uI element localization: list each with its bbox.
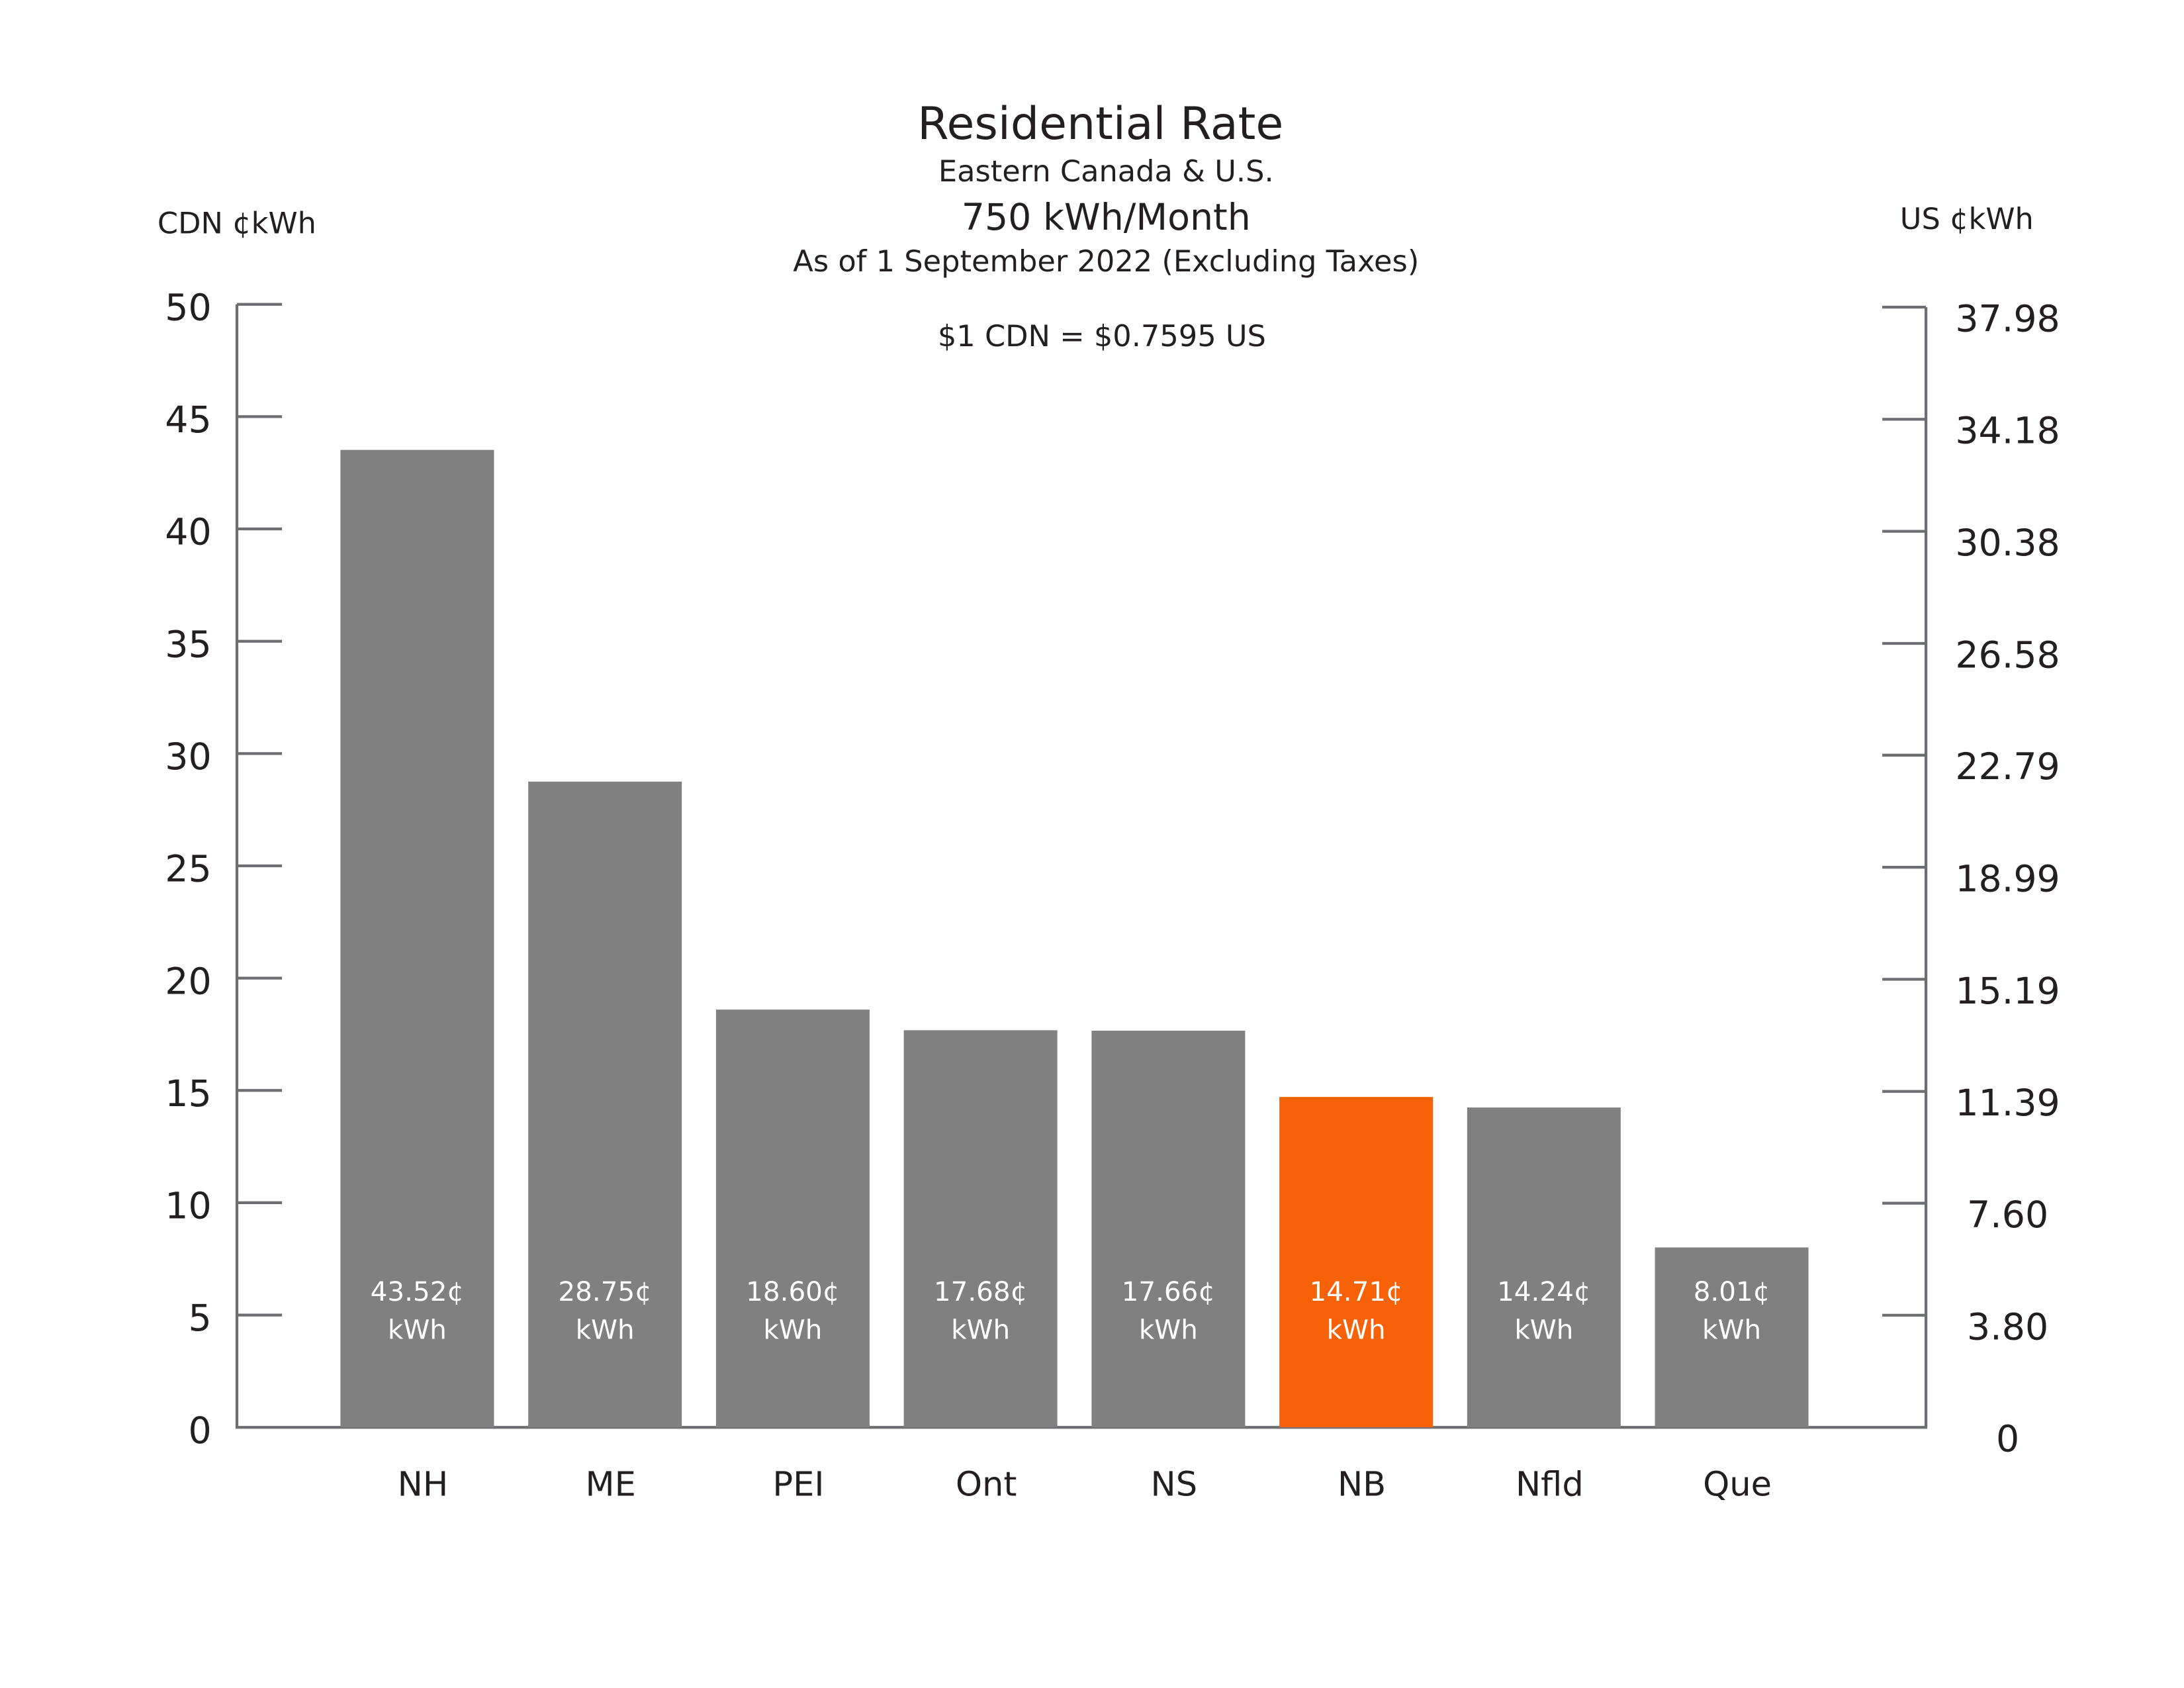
chart-subtitle: 750 kWh/Month [962,197,1251,239]
bar [715,1009,870,1428]
bar [1279,1097,1433,1428]
x-tick-label: PEI [772,1466,824,1505]
y-tick-label: 20 [165,961,211,1003]
x-tick-label: NB [1338,1466,1386,1505]
x-tick-label: ME [586,1466,636,1505]
y-tick-label: 5 [188,1297,211,1340]
y2-tick-label: 26.58 [1955,634,2060,677]
y-tick-label: 50 [165,287,211,329]
y-tick-label: 45 [165,399,211,442]
y-tick-label: 35 [165,624,211,666]
x-tick-label: Nfld [1516,1466,1584,1505]
y2-tick-label: 22.79 [1955,746,2060,788]
y-tick-label: 25 [165,849,211,891]
x-tick-label: Que [1703,1466,1772,1505]
bar [528,781,682,1428]
bar [1655,1247,1809,1428]
y2-tick-label: 34.18 [1955,410,2060,453]
y-tick-label: 30 [165,736,211,778]
chart-title: Residential Rate [917,98,1283,150]
value-label: 8.01¢ kWh [1694,1276,1770,1345]
y2-tick-label: 15.19 [1955,970,2060,1013]
y-tick-label: 10 [165,1186,211,1228]
y-axis-label: CDN ¢kWh [158,207,316,241]
y2-tick-label: 0 [1996,1419,2019,1461]
bar [1467,1107,1621,1428]
x-tick-label: Ont [956,1466,1017,1505]
value-label: 43.52¢ kWh [371,1276,465,1345]
chart-subtitle: As of 1 September 2022 (Excluding Taxes) [793,244,1419,279]
value-label: 14.71¢ kWh [1309,1276,1402,1345]
bar [340,449,494,1428]
y-tick-label: 40 [165,512,211,554]
y2-tick-label: 37.98 [1955,298,2060,340]
y2-tick-label: 3.80 [1967,1306,2048,1348]
y-tick-label: 15 [165,1073,211,1115]
y2-axis-label: US ¢kWh [1900,202,2034,236]
y2-tick-label: 11.39 [1955,1082,2060,1125]
value-label: 17.68¢ kWh [934,1276,1028,1345]
value-label: 17.66¢ kWh [1122,1276,1215,1345]
value-label: 18.60¢ kWh [746,1276,840,1345]
chart-subtitle: Eastern Canada & U.S. [938,154,1274,189]
bar [1091,1031,1246,1428]
x-tick-label: NH [398,1466,449,1505]
value-label: 14.24¢ kWh [1497,1276,1591,1345]
value-label: 28.75¢ kWh [558,1276,652,1345]
annotation: $1 CDN = $0.7595 US [938,319,1266,353]
y-tick-label: 0 [188,1410,211,1452]
y2-tick-label: 18.99 [1955,859,2060,901]
y2-tick-label: 7.60 [1967,1194,2048,1237]
x-tick-label: NS [1151,1466,1198,1505]
y2-tick-label: 30.38 [1955,522,2060,565]
bar [903,1030,1058,1428]
